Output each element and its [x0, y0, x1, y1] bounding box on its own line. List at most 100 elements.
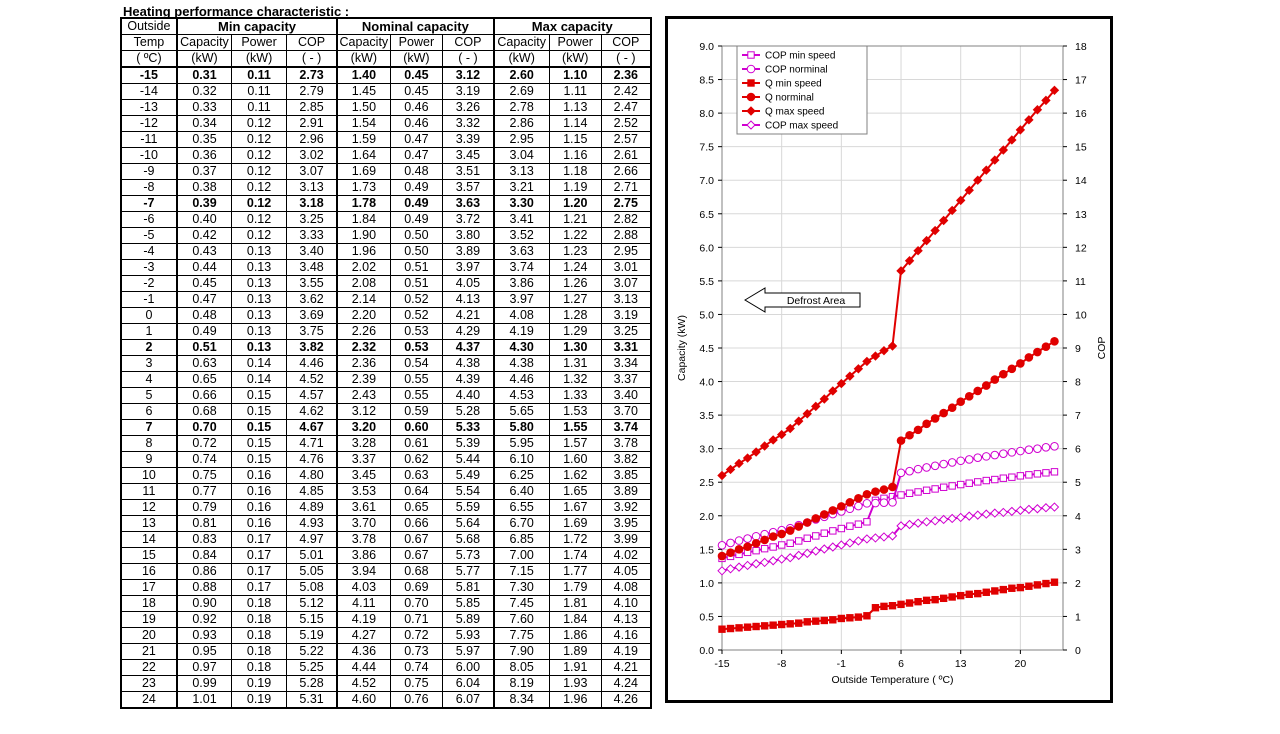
data-point: [785, 526, 795, 535]
column-header: COP: [285, 34, 338, 51]
table-cell: 3.53: [336, 483, 391, 500]
table-cell: 0.13: [231, 307, 287, 324]
cell-temp: -6: [120, 211, 178, 228]
table-cell: 0.17: [231, 531, 287, 548]
table-cell: 0.12: [231, 115, 287, 132]
cell-temp: 17: [120, 579, 178, 596]
table-row: 19 0.92 0.18 5.15 4.19 0.71 5.89 7.60 1.84 4.13: [120, 611, 652, 628]
data-point: [795, 619, 803, 627]
data-point: [981, 509, 991, 519]
data-point: [862, 499, 872, 508]
table-cell: 3.18: [285, 195, 338, 212]
table-cell: 0.67: [389, 547, 444, 564]
table-cell: 0.16: [231, 499, 287, 516]
data-point: [956, 397, 966, 406]
table-cell: 0.79: [175, 499, 233, 516]
data-point: [939, 408, 948, 418]
data-point: [939, 594, 948, 603]
data-point: [999, 474, 1008, 482]
group-header-nominal: Nominal capacity: [336, 17, 495, 35]
table-cell: 2.26: [336, 323, 391, 340]
table-cell: 2.20: [336, 307, 391, 324]
table-cell: 0.72: [175, 435, 233, 452]
data-point: [725, 464, 736, 475]
data-point: [1041, 95, 1051, 106]
table-cell: 8.34: [492, 691, 550, 709]
heating-performance-table: Outside Min capacity Nominal capacity Ma…: [120, 17, 652, 709]
column-header: Power: [231, 34, 287, 51]
table-cell: 3.95: [600, 515, 652, 532]
table-cell: 0.63: [389, 467, 444, 484]
data-point: [888, 498, 897, 507]
data-point: [752, 622, 760, 631]
table-cell: 1.89: [548, 643, 602, 660]
table-cell: 3.61: [336, 499, 391, 516]
data-point: [948, 482, 956, 490]
table-cell: 1.15: [548, 131, 602, 148]
table-cell: 3.48: [285, 259, 338, 276]
table-cell: 2.60: [492, 66, 550, 84]
cell-temp: 8: [120, 435, 178, 452]
table-cell: 5.65: [492, 403, 550, 420]
table-cell: 3.74: [600, 419, 652, 436]
y2-tick-label: 2: [1075, 578, 1081, 590]
cell-temp: 6: [120, 403, 178, 420]
table-cell: 7.15: [492, 563, 550, 580]
data-point: [742, 453, 753, 463]
table-cell: 1.30: [548, 339, 602, 356]
y2-tick-label: 17: [1075, 75, 1087, 87]
table-cell: 4.80: [285, 467, 338, 484]
cell-temp: 22: [120, 659, 178, 676]
data-point: [964, 511, 974, 521]
table-cell: 1.79: [548, 579, 602, 596]
data-point: [955, 512, 966, 523]
y2-tick-label: 11: [1075, 276, 1086, 288]
data-point: [845, 538, 855, 548]
y-tick-label: 4.5: [699, 343, 714, 355]
data-point: [939, 459, 948, 469]
table-cell: 3.25: [600, 323, 652, 340]
table-cell: 4.13: [442, 291, 495, 308]
performance-chart: 0.0 0.5 1.0 1.5 2.0 2.5 3.0 3.5 4.0 4.5 5.0 5.5 6.0 6…: [676, 41, 1108, 686]
data-point: [999, 369, 1008, 379]
table-cell: 3.80: [442, 227, 495, 244]
table-cell: 2.42: [600, 83, 652, 100]
table-row: 5 0.66 0.15 4.57 2.43 0.55 4.40 4.53 1.33 3.40: [120, 387, 652, 404]
cell-temp: -13: [120, 99, 178, 116]
table-cell: 1.62: [548, 467, 602, 484]
data-point: [871, 498, 880, 508]
table-cell: 6.10: [492, 451, 550, 468]
table-cell: 0.16: [231, 515, 287, 532]
table-cell: 0.17: [231, 563, 287, 580]
table-cell: 1.50: [336, 99, 391, 116]
data-point: [981, 452, 991, 461]
table-row: 23 0.99 0.19 5.28 4.52 0.75 6.04 8.19 1.93 4.24: [120, 675, 652, 692]
data-point: [905, 466, 914, 476]
table-cell: 6.55: [492, 499, 550, 516]
table-cell: 5.59: [442, 499, 495, 516]
table-cell: 4.62: [285, 403, 338, 420]
table-cell: 0.67: [389, 531, 444, 548]
table-cell: 0.15: [231, 451, 287, 468]
table-cell: 0.13: [231, 243, 287, 260]
table-cell: 0.15: [231, 387, 287, 404]
table-cell: 1.81: [548, 595, 602, 612]
y-tick-label: 3.0: [699, 444, 714, 456]
data-point: [837, 502, 846, 511]
table-cell: 1.74: [548, 547, 602, 564]
cell-temp: -9: [120, 163, 178, 180]
column-header: Power: [389, 34, 444, 51]
table-cell: 4.60: [336, 691, 391, 709]
data-point: [1050, 442, 1059, 451]
table-cell: 1.84: [548, 611, 602, 628]
table-cell: 0.49: [389, 195, 444, 212]
table-cell: 0.12: [231, 163, 287, 180]
table-cell: 3.28: [336, 435, 391, 452]
data-point: [887, 531, 898, 541]
data-point: [837, 614, 846, 623]
table-cell: 4.16: [600, 627, 652, 644]
table-cell: 0.49: [389, 179, 444, 196]
cell-temp: -4: [120, 243, 178, 260]
data-point: [896, 468, 906, 478]
table-cell: 0.12: [231, 195, 287, 212]
